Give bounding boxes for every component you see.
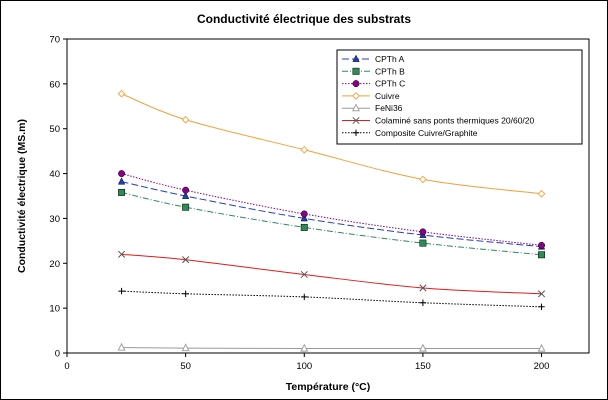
y-tick-label-4: 40 — [49, 169, 60, 180]
y-tick-label-3: 30 — [49, 214, 60, 225]
series-2 — [118, 170, 545, 249]
point-1-0 — [118, 188, 126, 196]
legend-label-0: CPTh A — [375, 54, 405, 64]
legend-item-5: Colaminé sans ponts thermiques 20/60/20 — [342, 116, 535, 126]
y-axis-label: Conductivité électrique (MS.m) — [16, 119, 28, 273]
x-tick-label-2: 100 — [296, 361, 312, 372]
point-6-4 — [538, 303, 545, 310]
point-5-3 — [419, 284, 427, 292]
y-tick-label-5: 50 — [49, 124, 60, 135]
legend-item-1: CPTh B — [342, 66, 405, 76]
legend-label-3: Cuivre — [375, 91, 400, 101]
series-5 — [118, 250, 546, 298]
legend-label-1: CPTh B — [375, 66, 405, 76]
legend-marker-1 — [352, 67, 360, 75]
legend-marker-4 — [352, 103, 360, 112]
x-tick-label-1: 50 — [180, 361, 191, 372]
point-2-2 — [300, 210, 308, 218]
point-5-2 — [300, 270, 308, 279]
series-1 — [118, 188, 545, 259]
point-3-2 — [300, 145, 309, 154]
x-tick-label-3: 150 — [415, 361, 431, 372]
legend-marker-0 — [352, 54, 360, 62]
y-tick-label-7: 70 — [49, 35, 60, 46]
series-layer — [117, 89, 546, 352]
point-5-1 — [182, 256, 190, 264]
legend: CPTh A CPTh B CPTh C Cuivre FeNi36 Colaminé s… — [336, 49, 583, 145]
point-1-3 — [419, 239, 427, 247]
point-3-3 — [419, 175, 427, 184]
point-1-4 — [538, 251, 545, 259]
point-0-1 — [182, 191, 190, 199]
legend-marker-6 — [352, 129, 360, 136]
x-tick-label-0: 0 — [64, 361, 69, 372]
point-4-1 — [181, 343, 190, 352]
series-line-1 — [121, 191, 542, 256]
legend-label-2: CPTh C — [375, 79, 405, 89]
legend-box — [336, 49, 583, 145]
legend-marker-5 — [352, 116, 360, 125]
point-5-4 — [537, 290, 546, 298]
legend-item-4: FeNi36 — [342, 103, 403, 113]
point-2-4 — [538, 241, 545, 249]
series-4 — [117, 342, 546, 352]
point-4-3 — [418, 343, 427, 352]
y-tick-label-1: 10 — [49, 304, 60, 315]
series-line-6 — [121, 290, 542, 308]
point-4-0 — [117, 342, 126, 351]
point-1-1 — [182, 203, 190, 211]
point-2-0 — [118, 170, 126, 178]
legend-marker-2 — [352, 80, 360, 88]
point-6-0 — [118, 287, 125, 295]
point-5-0 — [118, 250, 126, 258]
point-2-1 — [182, 186, 190, 194]
point-0-2 — [300, 214, 308, 222]
x-tick-label-4: 200 — [534, 361, 550, 372]
legend-item-0: CPTh A — [342, 54, 405, 64]
point-6-2 — [301, 293, 308, 301]
point-3-1 — [181, 115, 190, 124]
series-3 — [117, 89, 546, 198]
point-3-0 — [117, 89, 126, 98]
point-1-2 — [300, 223, 308, 231]
legend-label-5: Colaminé sans ponts thermiques 20/60/20 — [375, 116, 535, 126]
y-tick-label-0: 0 — [55, 349, 60, 360]
x-axis-label: Température (°C) — [286, 381, 371, 393]
y-tick-label-6: 60 — [49, 79, 60, 90]
axes: 0 10 20 30 40 50 60 70 0 50 100 150 200 — [49, 35, 549, 373]
point-2-3 — [419, 228, 427, 236]
point-0-0 — [117, 177, 126, 185]
point-6-3 — [419, 299, 427, 306]
legend-item-2: CPTh C — [342, 79, 405, 89]
legend-item-3: Cuivre — [342, 91, 400, 101]
legend-item-6: Composite Cuivre/Graphite — [342, 128, 478, 138]
legend-label-4: FeNi36 — [375, 103, 403, 113]
series-6 — [118, 287, 545, 310]
point-4-2 — [300, 343, 309, 352]
point-3-4 — [537, 189, 546, 198]
point-4-4 — [537, 343, 546, 352]
y-tick-label-2: 20 — [49, 259, 60, 270]
legend-label-6: Composite Cuivre/Graphite — [375, 128, 478, 138]
chart-title: Conductivité électrique des substrats — [197, 12, 411, 26]
point-6-1 — [182, 290, 189, 297]
legend-marker-3 — [352, 92, 360, 100]
